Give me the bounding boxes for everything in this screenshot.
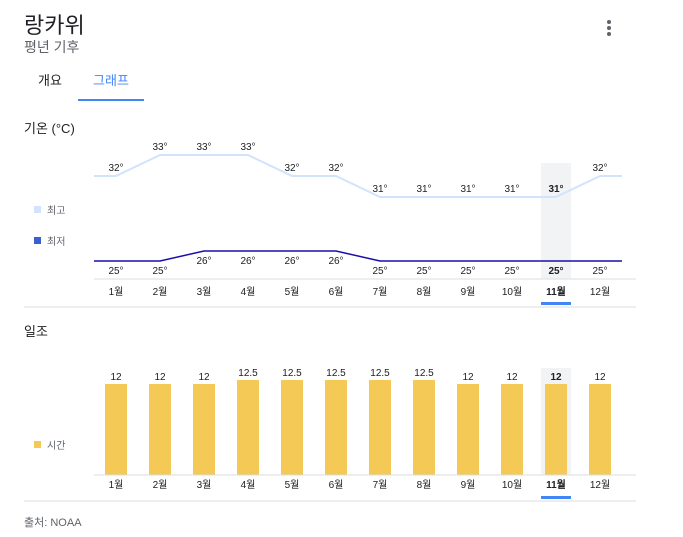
low-temp-label: 25°	[504, 266, 519, 277]
low-temp-label: 25°	[460, 266, 475, 277]
low-temp-label: 25°	[416, 266, 431, 277]
high-temp-label: 31°	[504, 184, 519, 195]
legend-high-swatch	[34, 206, 41, 213]
highlight-column	[541, 163, 571, 279]
tab-overview[interactable]: 개요	[38, 73, 62, 88]
legend-high: 최고	[34, 202, 65, 217]
temp-selected-month-indicator	[541, 302, 571, 305]
temp-month-label: 9월	[461, 286, 476, 298]
legend-low-label: 최저	[47, 237, 66, 248]
sunshine-section-title: 일조	[24, 324, 48, 339]
temp-month-label: 3월	[197, 286, 212, 298]
high-temp-label: 32°	[592, 163, 607, 174]
high-temp-label: 32°	[328, 163, 343, 174]
temp-month-label: 12월	[590, 286, 610, 298]
page-subtitle: 평년 기후	[24, 39, 80, 55]
low-temp-label: 26°	[284, 256, 299, 267]
high-temp-label: 31°	[372, 184, 387, 195]
tab-graph[interactable]: 그래프	[93, 73, 129, 88]
high-temp-label: 32°	[108, 163, 123, 174]
low-temp-label: 25°	[592, 266, 607, 277]
high-temp-label: 33°	[152, 142, 167, 153]
more-vert-icon[interactable]	[597, 14, 621, 42]
temp-month-label: 6월	[329, 286, 344, 298]
legend-hours-label: 시간	[47, 441, 66, 452]
legend-hours-swatch	[34, 441, 41, 448]
low-temp-label: 26°	[328, 256, 343, 267]
temp-month-label: 4월	[241, 286, 256, 298]
low-temp-label: 26°	[196, 256, 211, 267]
temp-month-label: 11월	[546, 286, 566, 298]
high-temp-label: 31°	[548, 184, 563, 195]
temp-month-label: 2월	[153, 286, 168, 298]
temp-month-label: 10월	[502, 286, 522, 298]
high-temp-line	[94, 154, 622, 198]
page-title: 랑카위	[24, 13, 85, 38]
low-temp-line	[94, 250, 622, 262]
high-temp-label: 33°	[196, 142, 211, 153]
high-temp-label: 31°	[460, 184, 475, 195]
high-temp-label: 32°	[284, 163, 299, 174]
temperature-section-title: 기온 (°C)	[24, 121, 75, 136]
legend-hours: 시간	[34, 437, 65, 452]
legend-high-label: 최고	[47, 206, 66, 217]
high-temp-label: 31°	[416, 184, 431, 195]
low-temp-label: 25°	[152, 266, 167, 277]
low-temp-label: 25°	[548, 266, 563, 277]
legend-low: 최저	[34, 233, 65, 248]
temp-month-label: 5월	[285, 286, 300, 298]
high-temp-label: 33°	[240, 142, 255, 153]
low-temp-label: 25°	[108, 266, 123, 277]
legend-low-swatch	[34, 237, 41, 244]
source-note: 출처: NOAA	[24, 517, 82, 529]
temp-month-label: 1월	[109, 286, 124, 298]
low-temp-label: 25°	[372, 266, 387, 277]
low-temp-label: 26°	[240, 256, 255, 267]
temp-month-label: 7월	[373, 286, 388, 298]
tab-active-indicator	[78, 99, 144, 101]
temp-month-label: 8월	[417, 286, 432, 298]
